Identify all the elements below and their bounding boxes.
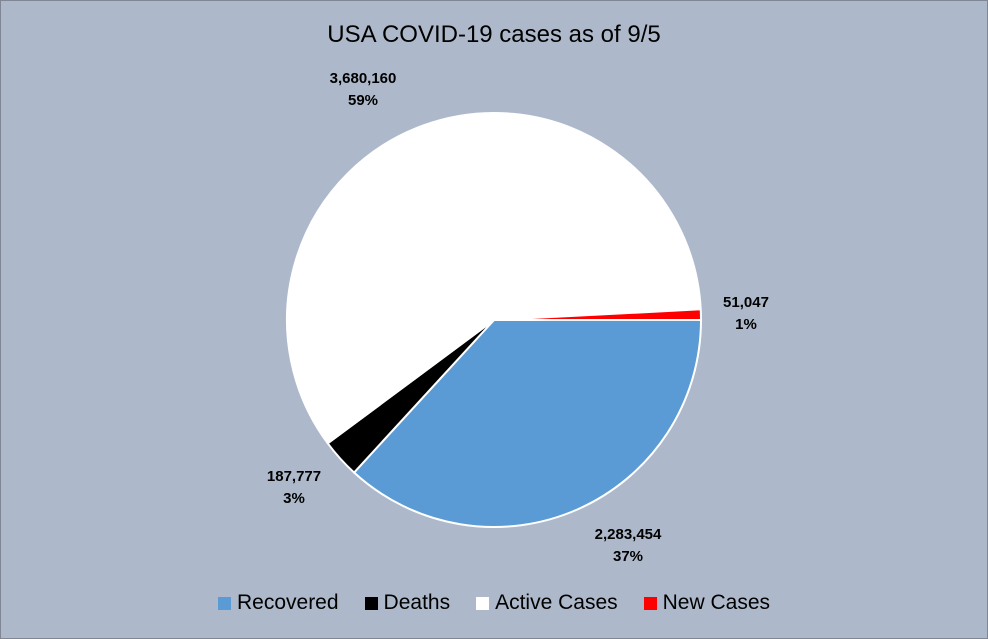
data-label-value: 3,680,160 bbox=[329, 70, 397, 87]
chart-title: USA COVID-19 cases as of 9/5 bbox=[327, 21, 661, 48]
legend-item-active-cases: Active Cases bbox=[476, 591, 618, 615]
pie-slice-active-cases bbox=[286, 112, 702, 445]
legend-swatch bbox=[217, 596, 231, 610]
legend-label: Recovered bbox=[236, 591, 339, 614]
data-label-percent: 59% bbox=[347, 92, 379, 109]
data-label-deaths: 187,777 3% bbox=[267, 466, 321, 510]
data-label-value: 187,777 bbox=[266, 468, 322, 485]
data-label-percent: 37% bbox=[612, 548, 644, 565]
legend-label: Active Cases bbox=[495, 591, 618, 614]
legend-swatch bbox=[476, 596, 490, 610]
legend-item-deaths: Deaths bbox=[364, 591, 451, 615]
legend-item-new-cases: New Cases bbox=[643, 591, 771, 615]
data-label-active-cases: 3,680,160 59% bbox=[330, 68, 397, 112]
pie-slice-recovered bbox=[353, 319, 702, 528]
data-label-recovered: 2,283,454 37% bbox=[595, 524, 662, 568]
pie-slice-new-cases bbox=[493, 308, 702, 321]
chart-legend: Recovered Deaths Active Cases New Cases bbox=[1, 591, 987, 615]
legend-item-recovered: Recovered bbox=[217, 591, 339, 615]
legend-swatch bbox=[643, 596, 657, 610]
legend-label: New Cases bbox=[662, 591, 771, 614]
data-label-percent: 1% bbox=[735, 316, 757, 333]
data-label-value: 51,047 bbox=[723, 294, 769, 311]
legend-swatch bbox=[364, 596, 378, 610]
data-label-new-cases: 51,047 1% bbox=[723, 292, 769, 336]
legend-label: Deaths bbox=[383, 591, 451, 614]
data-label-value: 2,283,454 bbox=[594, 526, 662, 543]
data-label-percent: 3% bbox=[283, 490, 305, 507]
